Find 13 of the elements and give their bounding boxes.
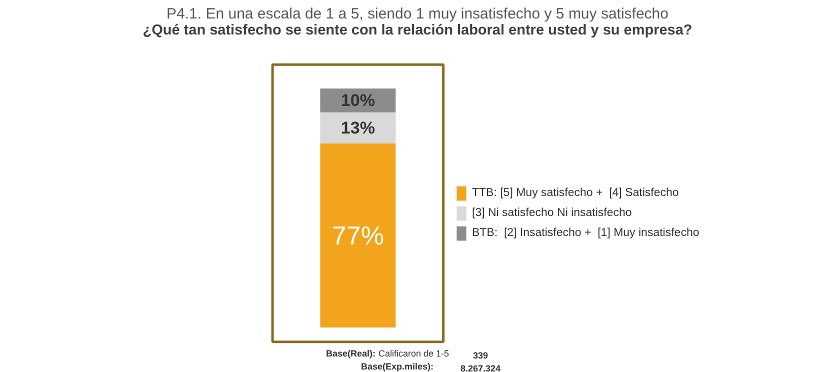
text: Calificaron de 1-5	[378, 348, 450, 358]
text: Base(Real):	[326, 348, 376, 358]
chart-subtitle: ¿Qué tan satisfecho se siente con la relación laboral entre usted y su empresa?	[142, 22, 692, 38]
text: 339	[472, 350, 488, 360]
text: 8.267.324	[460, 364, 501, 372]
legend-label: TTB: [5] Muy satisfecho + [4] Satisfecho	[472, 187, 679, 199]
chart-title: P4.1. En una escala de 1 a 5, siendo 1 muy insatisfecho y 5 muy satisfecho	[166, 6, 668, 22]
data-label: 77%	[332, 220, 384, 250]
legend-label: BTB: [2] Insatisfecho + [1] Muy insatisfecho	[472, 227, 700, 239]
data-label: 13%	[340, 118, 375, 138]
legend-label: [3] Ni satisfecho Ni insatisfecho	[472, 207, 632, 219]
data-label: 10%	[340, 90, 375, 110]
text: Base(Exp.miles):	[360, 362, 434, 372]
